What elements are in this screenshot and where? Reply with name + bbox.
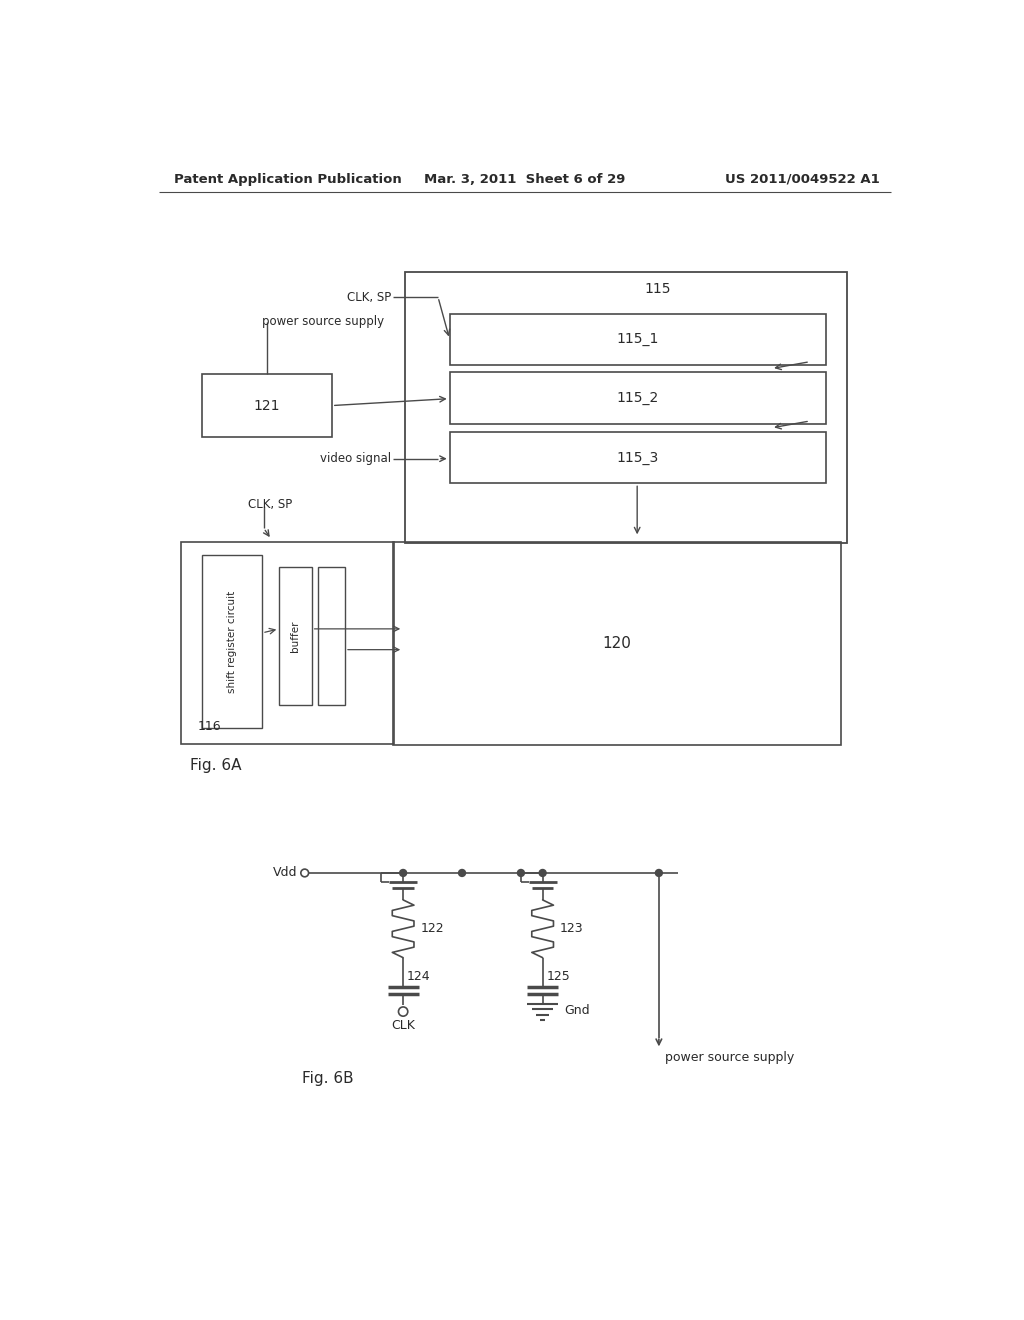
Circle shape [517, 870, 524, 876]
Text: 125: 125 [547, 970, 570, 983]
Text: 115_3: 115_3 [616, 450, 658, 465]
Bar [180, 543, 394, 743]
Bar [450, 314, 825, 364]
Text: CLK, SP: CLK, SP [248, 499, 293, 511]
Bar [393, 543, 841, 744]
Circle shape [655, 870, 663, 876]
Text: Vdd: Vdd [272, 866, 297, 879]
Bar [280, 566, 311, 705]
Bar [202, 374, 332, 437]
Text: 121: 121 [254, 399, 280, 413]
Text: 120: 120 [602, 636, 632, 651]
Text: power source supply: power source supply [261, 315, 384, 329]
Text: 116: 116 [198, 719, 221, 733]
Text: US 2011/0049522 A1: US 2011/0049522 A1 [725, 173, 880, 186]
Text: Mar. 3, 2011  Sheet 6 of 29: Mar. 3, 2011 Sheet 6 of 29 [424, 173, 626, 186]
Bar [202, 554, 262, 729]
Text: Gnd: Gnd [564, 1003, 590, 1016]
Circle shape [459, 870, 466, 876]
Bar [406, 272, 847, 544]
Text: 115_1: 115_1 [616, 333, 658, 346]
Text: 124: 124 [407, 970, 431, 983]
Circle shape [399, 870, 407, 876]
Text: 115: 115 [644, 282, 671, 296]
Circle shape [540, 870, 546, 876]
Text: CLK, SP: CLK, SP [347, 290, 391, 304]
Text: Fig. 6B: Fig. 6B [302, 1071, 354, 1086]
Text: power source supply: power source supply [665, 1051, 795, 1064]
Text: shift register circuit: shift register circuit [227, 590, 237, 693]
Bar [450, 432, 825, 483]
Text: CLK: CLK [391, 1019, 415, 1032]
Bar [317, 566, 345, 705]
Text: buffer: buffer [291, 620, 300, 652]
Bar [450, 372, 825, 424]
Text: Patent Application Publication: Patent Application Publication [174, 173, 402, 186]
Text: 115_2: 115_2 [616, 391, 658, 405]
Text: 122: 122 [420, 923, 443, 936]
Text: Fig. 6A: Fig. 6A [190, 758, 242, 772]
Text: video signal: video signal [321, 453, 391, 465]
Text: 123: 123 [560, 923, 584, 936]
